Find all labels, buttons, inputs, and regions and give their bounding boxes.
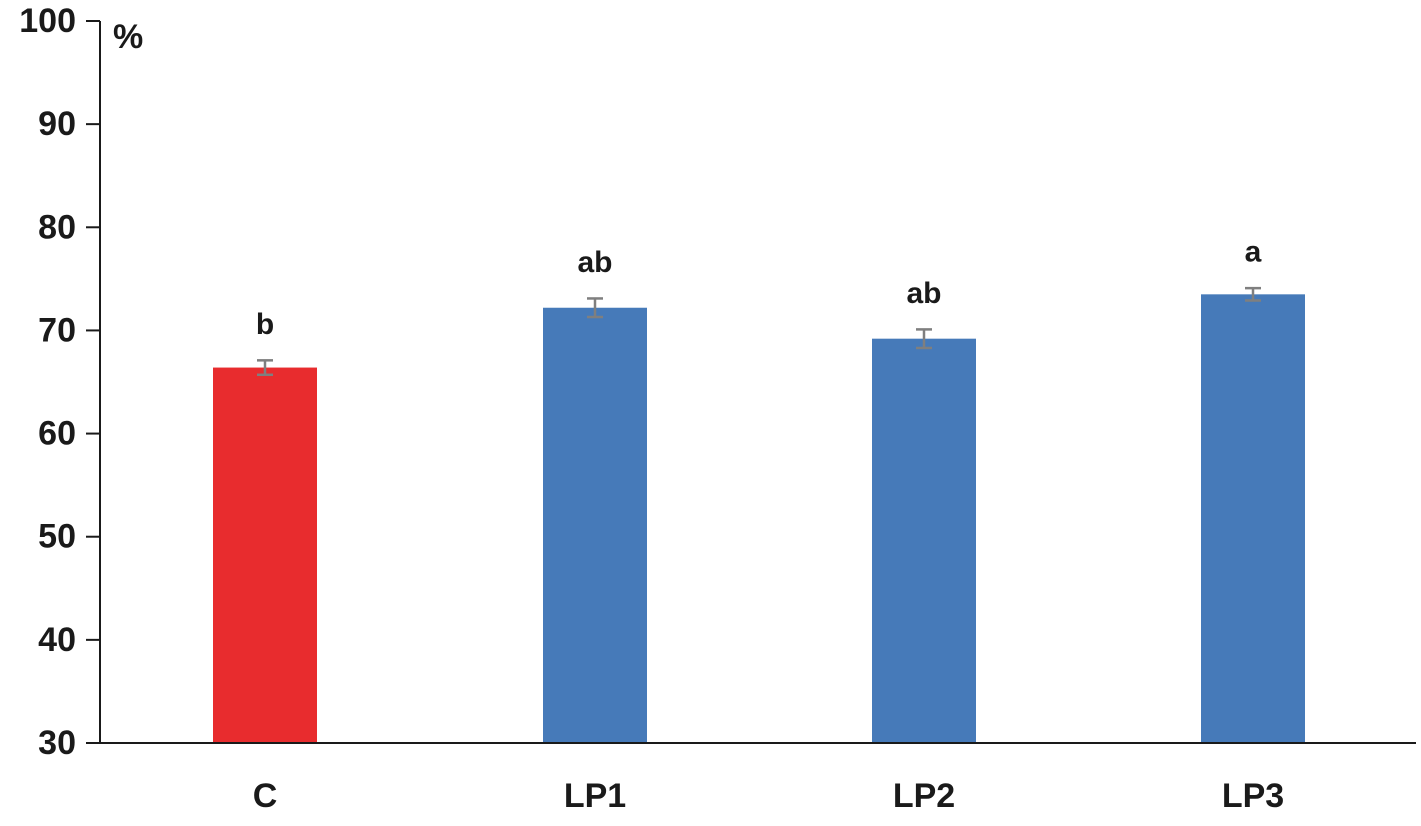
- y-tick-label: 60: [38, 415, 76, 453]
- y-unit-label: %: [113, 18, 143, 56]
- x-category-label-lp3: LP3: [1222, 777, 1284, 815]
- significance-label-lp2: ab: [906, 277, 941, 310]
- error-bars-group: [257, 286, 1261, 377]
- bar-lp1: [543, 307, 647, 743]
- y-tick-label: 80: [38, 208, 76, 246]
- y-tick-label: 100: [19, 2, 76, 40]
- y-tick-label: 40: [38, 621, 76, 659]
- bars-group: [213, 294, 1305, 743]
- y-tick-label: 90: [38, 105, 76, 143]
- y-tick-label: 70: [38, 311, 76, 349]
- significance-label-c: b: [256, 308, 274, 341]
- bar-lp3: [1201, 294, 1305, 743]
- y-ticks-group: 30 40 50 60 70 80 90 100: [19, 2, 100, 762]
- significance-label-lp1: ab: [577, 246, 612, 279]
- bar-c: [213, 367, 317, 743]
- y-tick-label: 30: [38, 724, 76, 762]
- x-category-label-lp2: LP2: [893, 777, 955, 815]
- x-category-label-c: C: [253, 777, 278, 815]
- x-category-label-lp1: LP1: [564, 777, 626, 815]
- labels-group: b Cab LP1 ab LP2 a LP3: [253, 236, 1284, 815]
- axes-group: [99, 21, 1416, 744]
- significance-label-lp3: a: [1245, 236, 1262, 269]
- bar-lp2: [872, 338, 976, 743]
- y-tick-label: 50: [38, 518, 76, 556]
